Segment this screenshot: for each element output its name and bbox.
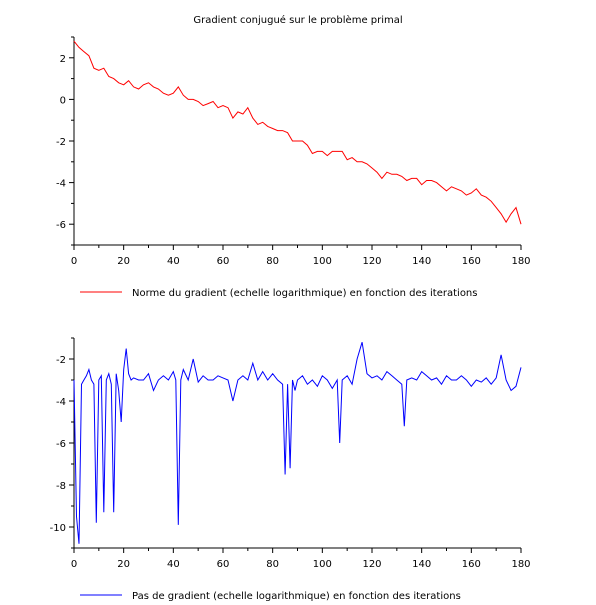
x-tick-label: 100 bbox=[313, 256, 332, 267]
x-tick-label: 100 bbox=[313, 559, 332, 570]
y-tick-label: -2 bbox=[56, 355, 66, 366]
legend-label: Pas de gradient (echelle logarithmique) … bbox=[132, 591, 461, 602]
x-tick-label: 60 bbox=[217, 559, 230, 570]
y-tick-label: -2 bbox=[56, 137, 66, 148]
x-tick-label: 0 bbox=[71, 559, 77, 570]
y-tick-label: 2 bbox=[60, 54, 66, 65]
x-tick-label: 180 bbox=[511, 256, 530, 267]
x-tick-label: 40 bbox=[167, 559, 180, 570]
x-tick-label: 20 bbox=[117, 256, 130, 267]
x-tick-label: 120 bbox=[362, 559, 381, 570]
x-tick-label: 80 bbox=[266, 559, 279, 570]
x-tick-label: 60 bbox=[217, 256, 230, 267]
series-line bbox=[73, 342, 522, 544]
figure-title: Gradient conjugué sur le problème primal bbox=[193, 14, 402, 26]
x-tick-label: 160 bbox=[462, 256, 481, 267]
x-tick-label: 0 bbox=[71, 256, 77, 267]
y-tick-label: -6 bbox=[56, 439, 66, 450]
y-tick-label: -8 bbox=[56, 481, 66, 492]
legend-label: Norme du gradient (echelle logarithmique… bbox=[132, 288, 477, 299]
x-tick-label: 140 bbox=[412, 256, 431, 267]
y-tick-label: -4 bbox=[56, 179, 66, 190]
x-tick-label: 20 bbox=[117, 559, 130, 570]
y-tick-label: -6 bbox=[56, 220, 66, 231]
x-tick-label: 120 bbox=[362, 256, 381, 267]
x-tick-label: 180 bbox=[511, 559, 530, 570]
bottom-plot: 0 20 40 60 80 100 120 140 160 180 -2 -4 -6 -8 -10 Pas d… bbox=[50, 337, 531, 602]
y-tick-label: 0 bbox=[60, 95, 66, 106]
y-tick-label: -4 bbox=[56, 397, 66, 408]
x-tick-label: 80 bbox=[266, 256, 279, 267]
x-tick-label: 160 bbox=[462, 559, 481, 570]
x-tick-label: 140 bbox=[412, 559, 431, 570]
x-tick-label: 40 bbox=[167, 256, 180, 267]
y-tick-label: -10 bbox=[50, 523, 66, 534]
series-line bbox=[73, 40, 522, 225]
